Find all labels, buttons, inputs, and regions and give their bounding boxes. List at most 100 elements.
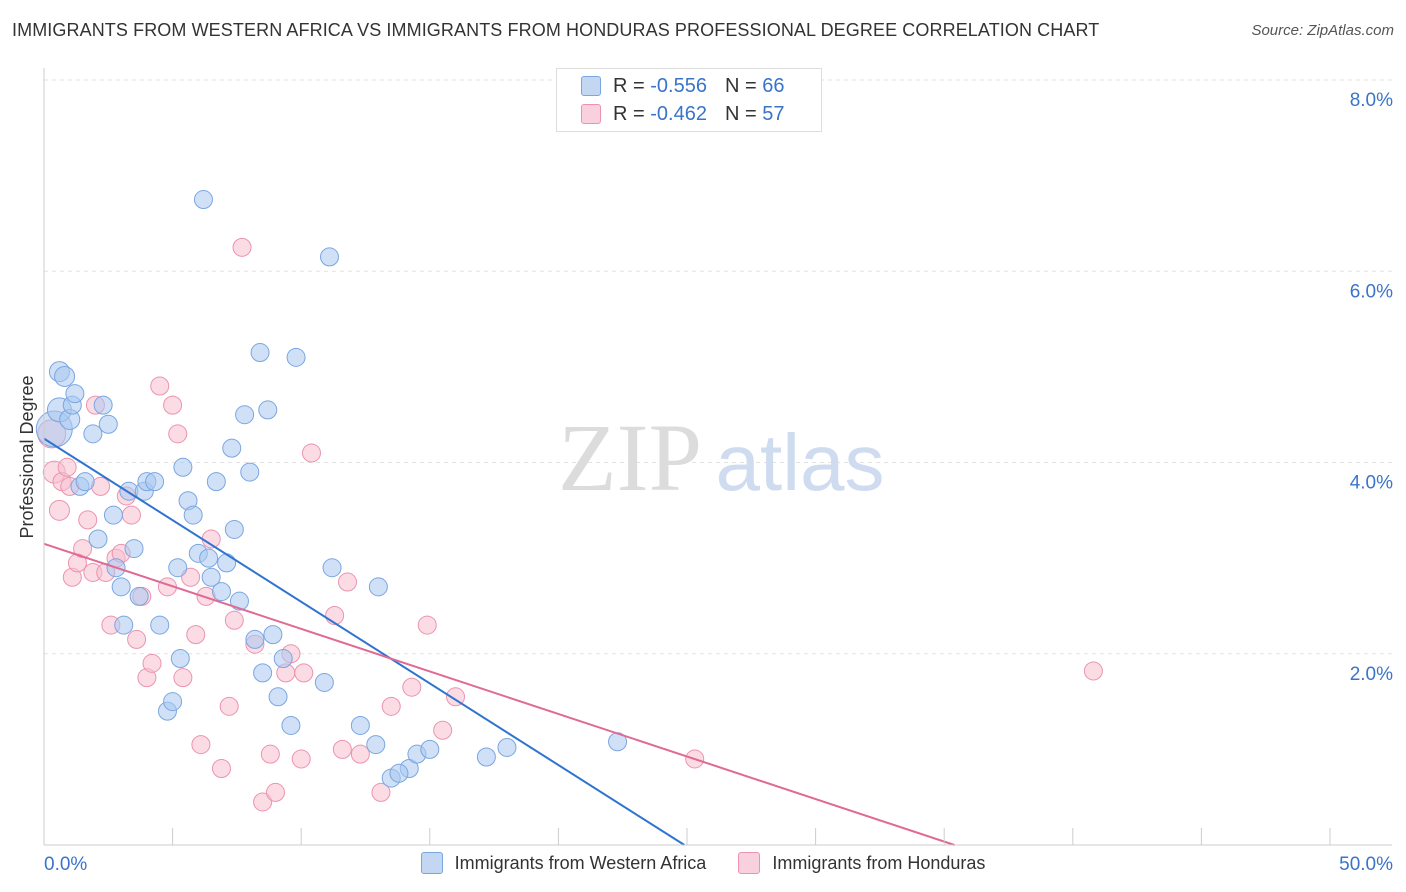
legend-item-honduras[interactable]: Immigrants from Honduras [738, 852, 985, 874]
point-western-africa [199, 548, 219, 568]
point-western-africa [54, 365, 76, 387]
point-honduras [181, 567, 201, 587]
point-honduras [48, 499, 70, 521]
point-honduras [224, 610, 244, 630]
point-western-africa [75, 472, 95, 492]
point-honduras [446, 687, 466, 707]
y-tick-label: 2.0% [1350, 664, 1393, 685]
point-western-africa [183, 505, 203, 525]
point-western-africa [163, 692, 183, 712]
point-honduras [163, 395, 183, 415]
legend-r-value-western-africa: -0.556 [650, 74, 707, 97]
point-western-africa [114, 615, 134, 635]
y-tick-label: 8.0% [1350, 90, 1393, 111]
point-honduras [173, 668, 193, 688]
legend-item-western-africa[interactable]: Immigrants from Western Africa [420, 852, 707, 874]
point-western-africa [206, 472, 226, 492]
point-honduras [417, 615, 437, 635]
legend-n-value-western-africa: 66 [762, 74, 785, 97]
point-honduras [232, 237, 252, 257]
point-western-africa [170, 649, 190, 669]
point-western-africa [245, 629, 265, 649]
legend-n-value-honduras: 57 [762, 102, 785, 125]
point-western-africa [224, 519, 244, 539]
point-honduras [127, 629, 147, 649]
point-western-africa [93, 395, 113, 415]
legend-r-label: R = [613, 74, 645, 97]
point-western-africa [103, 505, 123, 525]
point-western-africa [273, 649, 293, 669]
point-western-africa [497, 737, 517, 757]
correlation-legend: R = -0.556 N = 66 R = -0.462 N = 57 [556, 68, 822, 132]
legend-swatch-western-africa [420, 852, 443, 874]
point-honduras [219, 696, 239, 716]
axes: 2.0% 4.0% 6.0% 8.0% 0.0% 50.0% [43, 68, 1393, 875]
series-honduras-points [37, 237, 1103, 812]
legend-row-honduras: R = -0.462 N = 57 [581, 101, 784, 127]
point-honduras [371, 782, 391, 802]
point-honduras [121, 505, 141, 525]
point-western-africa [322, 558, 342, 578]
point-western-africa [150, 615, 170, 635]
point-western-africa [319, 247, 339, 267]
legend-n-label: N = [724, 74, 757, 97]
point-honduras [265, 782, 285, 802]
point-western-africa [476, 747, 496, 767]
trend-line-western-africa [43, 437, 685, 846]
point-western-africa [263, 625, 283, 645]
point-honduras [57, 457, 77, 477]
point-western-africa [65, 384, 85, 404]
legend-r-label: R = [613, 102, 645, 125]
legend-swatch-honduras [581, 104, 601, 124]
legend-row-western-africa: R = -0.556 N = 66 [581, 73, 784, 99]
legend-label-western-africa: Immigrants from Western Africa [454, 852, 707, 873]
point-western-africa [217, 553, 237, 573]
point-western-africa [173, 457, 193, 477]
point-western-africa [420, 739, 440, 759]
chart-title: IMMIGRANTS FROM WESTERN AFRICA VS IMMIGR… [12, 20, 1100, 40]
point-honduras [325, 606, 345, 625]
point-western-africa [268, 687, 288, 707]
point-western-africa [366, 735, 386, 755]
point-honduras [291, 749, 311, 769]
point-honduras [402, 677, 422, 697]
point-western-africa [314, 672, 334, 692]
y-tick-label: 6.0% [1350, 281, 1393, 302]
point-western-africa [129, 586, 149, 606]
point-western-africa [111, 577, 131, 597]
legend-swatch-honduras [738, 852, 761, 874]
point-western-africa [193, 190, 213, 210]
point-honduras [1083, 661, 1103, 681]
series-western-africa-points [35, 190, 628, 788]
point-western-africa [124, 539, 144, 559]
point-western-africa [235, 405, 255, 425]
source-credit: Source: ZipAtlas.com [1251, 22, 1394, 39]
point-western-africa [240, 462, 260, 482]
trend-lines [43, 437, 955, 846]
point-honduras [301, 443, 321, 463]
point-western-africa [253, 663, 273, 683]
legend-r-value-honduras: -0.462 [650, 102, 707, 125]
point-western-africa [168, 558, 188, 578]
point-western-africa [350, 715, 370, 735]
y-tick-label: 4.0% [1350, 473, 1393, 494]
point-western-africa [83, 424, 103, 444]
point-western-africa [229, 591, 249, 611]
point-honduras [211, 759, 231, 778]
series-legend: Immigrants from Western Africa Immigrant… [0, 852, 1406, 874]
point-western-africa [222, 438, 242, 458]
point-honduras [191, 735, 211, 755]
point-western-africa [201, 567, 221, 587]
x-tick-label: 50.0% [1339, 854, 1393, 875]
trend-line-honduras [43, 542, 955, 846]
point-honduras [142, 653, 162, 673]
point-western-africa [286, 347, 306, 367]
point-honduras [78, 510, 98, 530]
point-western-africa [88, 529, 108, 549]
watermark: ZIP atlas [558, 404, 884, 511]
point-western-africa [281, 715, 301, 735]
watermark-atlas: atlas [716, 418, 885, 507]
point-honduras [381, 696, 401, 716]
point-honduras [253, 792, 273, 812]
